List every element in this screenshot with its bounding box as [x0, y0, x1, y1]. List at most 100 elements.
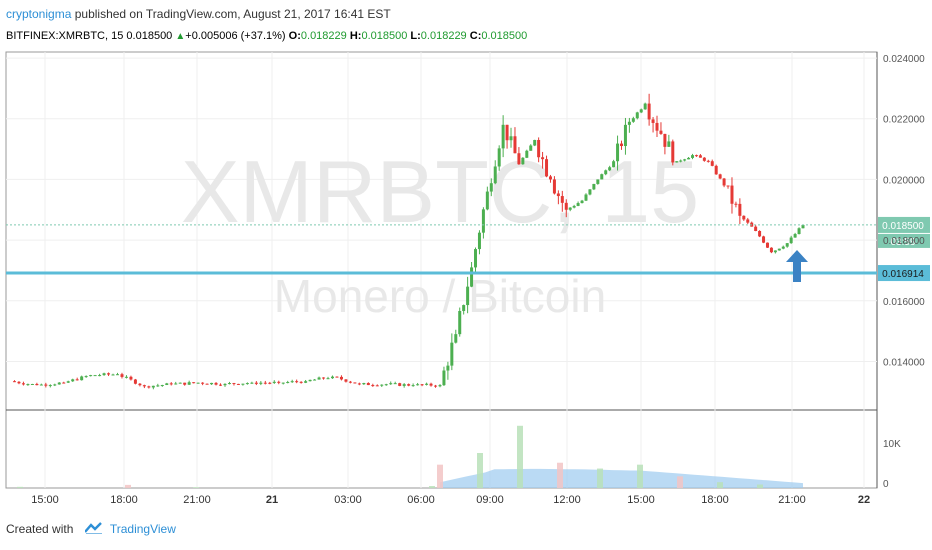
candles-layer [12, 93, 805, 390]
candle-body [777, 248, 781, 251]
candle-body [793, 234, 797, 238]
last-price-tag [878, 216, 930, 233]
up-arrow-icon [786, 250, 808, 282]
candle-body [623, 124, 627, 147]
y-tick-label: 0.014000 [883, 357, 925, 368]
low-value: 0.018229 [420, 30, 467, 42]
tradingview-brand[interactable]: TradingView [109, 522, 176, 536]
candle-body [398, 383, 402, 386]
candle-body [687, 157, 691, 160]
candle-body [454, 334, 458, 343]
x-tick-label: 15:00 [627, 494, 655, 506]
candle-body [241, 383, 245, 385]
candle-body [785, 243, 789, 247]
candle-body [541, 157, 545, 160]
candle-body [466, 286, 470, 306]
candle-body [801, 224, 805, 229]
candle-body [250, 382, 254, 384]
candle-body [116, 374, 119, 376]
candle-body [612, 161, 616, 168]
candle-body [718, 174, 722, 179]
watermark-description: Monero / Bitcoin [274, 270, 606, 322]
candle-body [769, 247, 773, 253]
candle-body [694, 155, 698, 157]
candle-body [477, 232, 481, 250]
candle-body [513, 136, 517, 154]
candle-body [485, 191, 489, 210]
volume-bar [637, 464, 643, 488]
volume-moving-average-area [440, 468, 803, 488]
countdown-tag [878, 233, 930, 248]
author-link[interactable]: cryptonigma [6, 7, 72, 21]
candle-body [196, 382, 200, 384]
volume-bar [17, 486, 23, 488]
candle-body [380, 384, 384, 386]
candle-body [30, 383, 34, 385]
last-price-label: 0.018500 [882, 221, 924, 232]
candle-body [501, 124, 505, 149]
candle-body [151, 385, 155, 388]
candle-body [187, 382, 191, 385]
candle-body [517, 153, 521, 165]
candle-body [62, 382, 66, 384]
x-tick-label: 22 [858, 494, 870, 506]
candle-body [210, 382, 214, 385]
candle-body [564, 202, 568, 210]
candle-body [89, 375, 93, 377]
volume-bar [429, 486, 435, 488]
x-tick-label: 21:00 [778, 494, 806, 506]
volume-bar [193, 487, 199, 488]
x-tick-label: 21:00 [183, 494, 211, 506]
x-tick-label: 06:00 [407, 494, 435, 506]
published-text: published on TradingView.com, August 21,… [74, 7, 391, 21]
candle-body [348, 381, 352, 383]
candle-body [675, 161, 679, 163]
candle-body [201, 382, 205, 384]
candle-body [205, 383, 209, 385]
created-with-text: Created with [6, 522, 74, 536]
overlays-layer: 0.016914 0.018500 03:59 [6, 216, 930, 282]
candle-body [497, 148, 501, 167]
candle-body [529, 145, 533, 151]
candle-body [174, 383, 178, 385]
candle-body [53, 384, 57, 386]
candle-body [169, 383, 173, 385]
candle-body [407, 384, 411, 386]
candle-body [317, 377, 321, 380]
candle-body [84, 376, 88, 378]
candle-body [214, 382, 218, 385]
support-price-tag [878, 265, 930, 282]
candle-body [596, 179, 600, 184]
candle-body [659, 130, 663, 134]
candle-body [742, 215, 746, 220]
candle-body [389, 383, 393, 385]
candle-body [339, 376, 343, 380]
x-tick-label: 03:00 [334, 494, 362, 506]
candle-body [425, 383, 429, 385]
symbol-label: BITFINEX:XMRBTC, 15 [6, 30, 124, 42]
candle-body [789, 237, 793, 244]
candle-body [183, 382, 187, 385]
candle-body [93, 375, 97, 377]
x-tick-label: 15:00 [31, 494, 59, 506]
candle-body [263, 382, 267, 384]
low-label: L: [410, 30, 421, 42]
candle-body [600, 174, 604, 180]
candle-body [236, 383, 240, 385]
candle-body [48, 385, 52, 387]
candle-body [679, 160, 683, 162]
candle-body [481, 209, 485, 233]
candle-body [362, 382, 366, 385]
candle-body [313, 379, 317, 381]
candle-body [142, 385, 146, 387]
candle-body [344, 379, 348, 382]
candle-body [797, 228, 801, 235]
candle-body [420, 384, 424, 386]
candle-body [651, 119, 655, 123]
candle-body [434, 385, 438, 387]
candle-body [616, 143, 620, 162]
candle-body [521, 157, 525, 165]
volume-tick-label: 0 [883, 479, 889, 490]
volume-bar [677, 476, 683, 488]
